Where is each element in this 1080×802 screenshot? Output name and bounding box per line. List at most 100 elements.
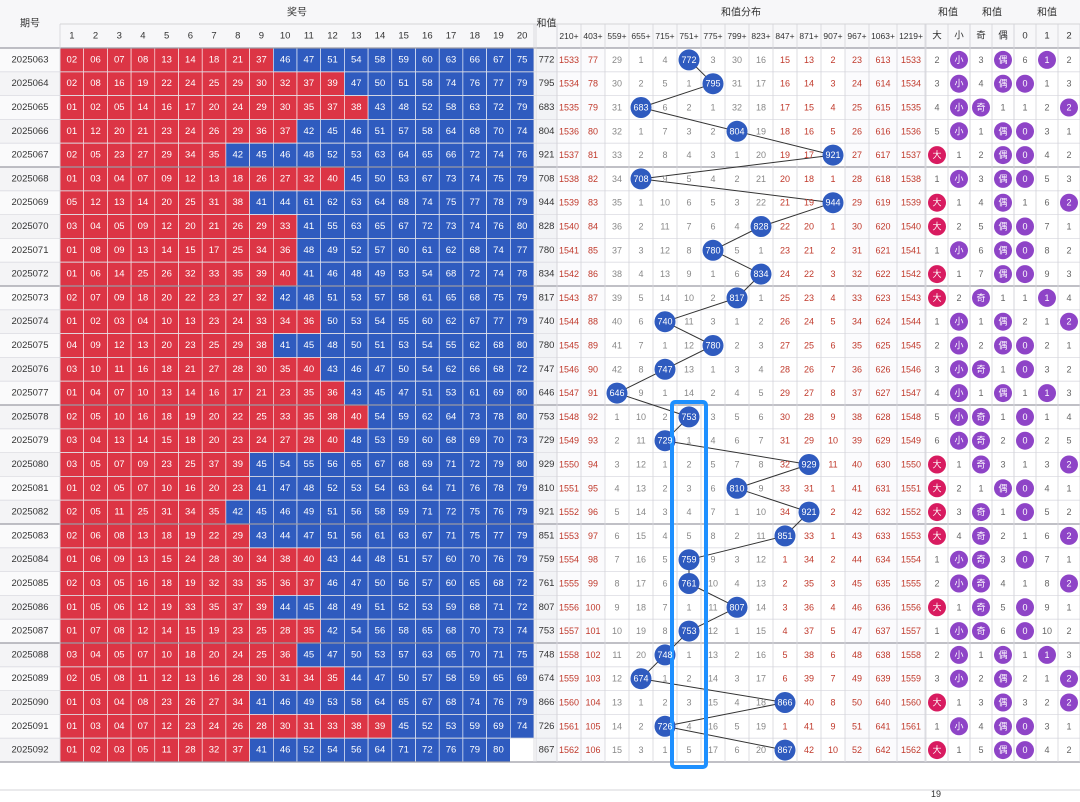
- period-cell-bg: [0, 500, 60, 524]
- prize-number-label: 04: [90, 435, 101, 446]
- sum-value-label: 929: [539, 459, 555, 470]
- prize-number-label: 23: [232, 435, 243, 446]
- sum-dist-miss-label: 1: [758, 293, 763, 303]
- prize-number-label: 04: [114, 721, 125, 732]
- sum-dist-miss-label: 7: [614, 555, 619, 565]
- prize-number-label: 48: [327, 340, 338, 351]
- parity-ball-label: 奇: [976, 435, 985, 446]
- prize-number-label: 16: [185, 483, 196, 494]
- sum-dist-miss-label: 9: [830, 412, 835, 422]
- prize-number-label: 51: [398, 554, 409, 565]
- sum-dist-miss-label: 616: [875, 126, 890, 136]
- prize-number-label: 17: [209, 245, 220, 256]
- prize-number-label: 58: [446, 673, 457, 684]
- period-label: 2025079: [12, 435, 49, 446]
- mod-col-header: 0: [1022, 31, 1027, 42]
- sum-dist-miss-label: 3: [638, 745, 643, 755]
- sum-dist-miss-label: 3: [758, 341, 763, 351]
- sum-dist-miss-label: 35: [612, 198, 622, 208]
- sum-dist-miss-label: 86: [588, 269, 598, 279]
- sum-dist-miss-label: 1: [614, 412, 619, 422]
- sum-dist-miss-label: 41: [612, 341, 622, 351]
- prize-number-label: 16: [138, 578, 149, 589]
- prize-number-label: 42: [232, 150, 243, 161]
- sum-dist-miss-label: 1539: [559, 198, 579, 208]
- prize-number-label: 45: [256, 507, 267, 518]
- prize-number-label: 13: [185, 316, 196, 327]
- prize-number-label: 39: [327, 78, 338, 89]
- sum-dist-miss-label: 5: [734, 721, 739, 731]
- prize-number-label: 27: [209, 697, 220, 708]
- period-header: 期号: [20, 18, 40, 30]
- period-label: 2025088: [12, 649, 49, 660]
- prize-number-label: 56: [398, 578, 409, 589]
- mod-ball-label: 0: [1022, 364, 1027, 374]
- prize-number-label: 41: [256, 697, 267, 708]
- prize-number-label: 18: [161, 411, 172, 422]
- parity-miss-label: 3: [978, 174, 983, 184]
- prize-number-label: 07: [138, 721, 149, 732]
- sum-dist-miss-label: 628: [875, 412, 890, 422]
- mod-miss-label: 3: [1044, 364, 1049, 374]
- sum-dist-miss-label: 2: [638, 721, 643, 731]
- sum-dist-miss-label: 1551: [559, 483, 579, 493]
- prize-number-label: 34: [280, 316, 291, 327]
- sum-dist-miss-label: 6: [782, 674, 787, 684]
- sum-dist-miss-label: 2: [638, 222, 643, 232]
- prize-number-label: 56: [351, 745, 362, 756]
- sum-dist-ball-label: 780: [705, 341, 720, 351]
- dist-cell-bg: [845, 357, 925, 382]
- sum-dist-miss-label: 1555: [901, 579, 921, 589]
- sum-dist-miss-label: 613: [875, 55, 890, 65]
- prize-number-label: 31: [280, 673, 291, 684]
- prize-number-label: 31: [161, 507, 172, 518]
- sum-dist-miss-label: 641: [875, 721, 890, 731]
- prize-number-label: 50: [351, 649, 362, 660]
- dist-cell-bg: [845, 167, 925, 191]
- prize-number-label: 06: [90, 54, 101, 65]
- sum-dist-miss-label: 635: [875, 579, 890, 589]
- sum-dist-miss-label: 2: [686, 460, 691, 470]
- sum-dist-miss-label: 11: [708, 602, 717, 612]
- sum-dist-miss-label: 82: [588, 174, 598, 184]
- sum-dist-miss-label: 2: [734, 341, 739, 351]
- sum-dist-miss-label: 1552: [559, 507, 579, 517]
- prize-number-label: 40: [351, 411, 362, 422]
- sum-dist-miss-label: 617: [875, 150, 890, 160]
- sum-cell-bg: [536, 428, 557, 453]
- mod-miss-label: 1: [1022, 650, 1027, 660]
- mod-ball-label: 0: [1022, 269, 1027, 279]
- period-label: 2025065: [12, 102, 49, 113]
- prize-number-label: 67: [469, 316, 480, 327]
- sum-dist-miss-label: 6: [734, 745, 739, 755]
- sum-dist-miss-label: 1: [710, 269, 715, 279]
- sum-dist-miss-label: 96: [588, 507, 598, 517]
- mod-miss-label: 1: [1022, 460, 1027, 470]
- sum-dist-miss-label: 88: [588, 317, 598, 327]
- sum-dist-miss-label: 638: [875, 650, 890, 660]
- prize-number-label: 13: [114, 197, 125, 208]
- size-miss-label: 5: [934, 412, 939, 422]
- sum-dist-miss-label: 27: [780, 341, 790, 351]
- sum-dist-miss-label: 34: [612, 174, 622, 184]
- mod-miss-label: 1: [1066, 126, 1071, 136]
- prize-number-label: 67: [422, 697, 433, 708]
- prize-number-label: 45: [304, 602, 315, 613]
- prize-number-label: 75: [469, 530, 480, 541]
- sum-value-label: 729: [539, 435, 555, 446]
- mod-ball-label: 2: [1066, 698, 1071, 708]
- dist-cell-bg: [845, 95, 925, 120]
- prize-number-label: 61: [422, 292, 433, 303]
- prize-number-label: 32: [304, 173, 315, 184]
- sum-dist-miss-label: 100: [585, 602, 600, 612]
- prize-number-label: 80: [517, 388, 528, 399]
- prize-number-label: 63: [351, 197, 362, 208]
- parity-ball-label: 偶: [998, 54, 1007, 65]
- mod-miss-label: 3: [1022, 698, 1027, 708]
- prize-number-label: 50: [398, 673, 409, 684]
- sum-dist-miss-label: 22: [756, 198, 766, 208]
- sum-dist-miss-label: 25: [804, 341, 814, 351]
- prize-number-label: 42: [280, 292, 291, 303]
- size-miss-label: 2: [934, 579, 939, 589]
- prize-number-label: 65: [493, 673, 504, 684]
